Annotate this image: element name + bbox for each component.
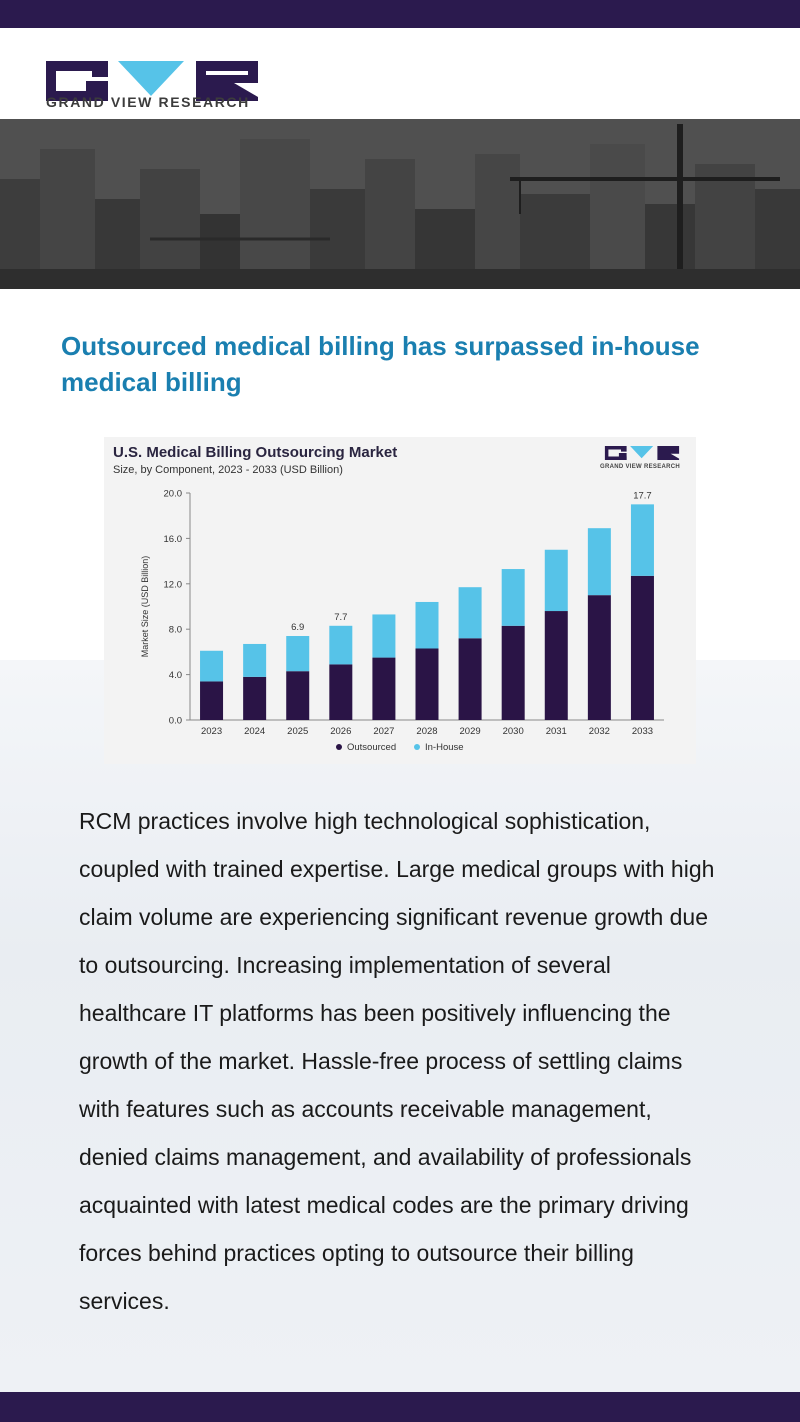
x-tick-label: 2033 <box>632 726 653 737</box>
x-tick-label: 2029 <box>460 726 481 737</box>
bar-in-house <box>200 650 224 682</box>
x-tick-label: 2027 <box>373 726 394 737</box>
world-map-background <box>0 660 800 1392</box>
bar-outsourced <box>415 648 439 720</box>
y-axis-label: Market Size (USD Billion) <box>140 556 150 658</box>
bar-in-house <box>458 587 482 639</box>
grand-view-research-logo <box>46 61 258 101</box>
data-label: 17.7 <box>633 490 652 501</box>
bar-outsourced <box>286 671 310 720</box>
bar-outsourced <box>329 664 353 720</box>
bar-outsourced <box>544 611 568 720</box>
y-tick-label: 4.0 <box>169 670 182 681</box>
x-tick-label: 2032 <box>589 726 610 737</box>
bar-outsourced <box>372 657 396 720</box>
bar-in-house <box>286 636 310 672</box>
bar-in-house <box>587 528 611 596</box>
bar-outsourced <box>200 681 224 720</box>
bar-outsourced <box>630 575 654 720</box>
x-tick-label: 2026 <box>330 726 351 737</box>
y-tick-label: 16.0 <box>164 534 183 545</box>
y-tick-label: 20.0 <box>164 489 183 500</box>
x-tick-label: 2024 <box>244 726 265 737</box>
body-paragraph: RCM practices involve high technological… <box>79 797 719 1325</box>
bar-outsourced <box>458 638 482 720</box>
chart-brand-logo <box>604 446 680 460</box>
page-headline: Outsourced medical billing has surpassed… <box>61 331 700 397</box>
chart-title: U.S. Medical Billing Outsourcing Market <box>113 444 398 461</box>
data-label: 7.7 <box>334 612 347 623</box>
brand-name: GRAND VIEW RESEARCH <box>46 94 250 110</box>
chart-subtitle: Size, by Component, 2023 - 2033 (USD Bil… <box>113 464 343 476</box>
legend-marker-in-house <box>414 744 420 750</box>
data-label: 6.9 <box>291 622 304 633</box>
bar-in-house <box>372 614 396 658</box>
bar-in-house <box>243 643 267 677</box>
legend-label: Outsourced <box>347 742 396 753</box>
bar-in-house <box>501 569 525 626</box>
y-tick-label: 12.0 <box>164 579 183 590</box>
bar-outsourced <box>243 676 267 720</box>
body-text: RCM practices involve high technological… <box>79 808 715 1314</box>
legend-marker-outsourced <box>336 744 342 750</box>
x-tick-label: 2023 <box>201 726 222 737</box>
bar-in-house <box>544 549 568 612</box>
legend-label: In-House <box>425 742 464 753</box>
bottom-bar <box>0 1392 800 1422</box>
x-tick-label: 2031 <box>546 726 567 737</box>
bar-outsourced <box>501 625 525 720</box>
x-tick-label: 2030 <box>503 726 524 737</box>
bar-outsourced <box>587 595 611 720</box>
y-tick-label: 0.0 <box>169 716 182 727</box>
bar-in-house <box>329 625 353 665</box>
chart-brand-name: GRAND VIEW RESEARCH <box>600 464 681 470</box>
stacked-bar-chart: 0.0 4.0 8.0 12.0 16.0 20.0 Market Size (USD Bi… <box>140 489 664 753</box>
city-skyline-banner <box>0 119 800 289</box>
x-tick-label: 2028 <box>416 726 437 737</box>
bar-in-house <box>415 601 439 649</box>
bar-in-house <box>630 504 654 576</box>
x-tick-label: 2025 <box>287 726 308 737</box>
top-bar <box>0 0 800 28</box>
y-tick-label: 8.0 <box>169 625 182 636</box>
chart-container: 0.0 4.0 8.0 12.0 16.0 20.0 Market Size (USD Bi… <box>104 437 696 764</box>
